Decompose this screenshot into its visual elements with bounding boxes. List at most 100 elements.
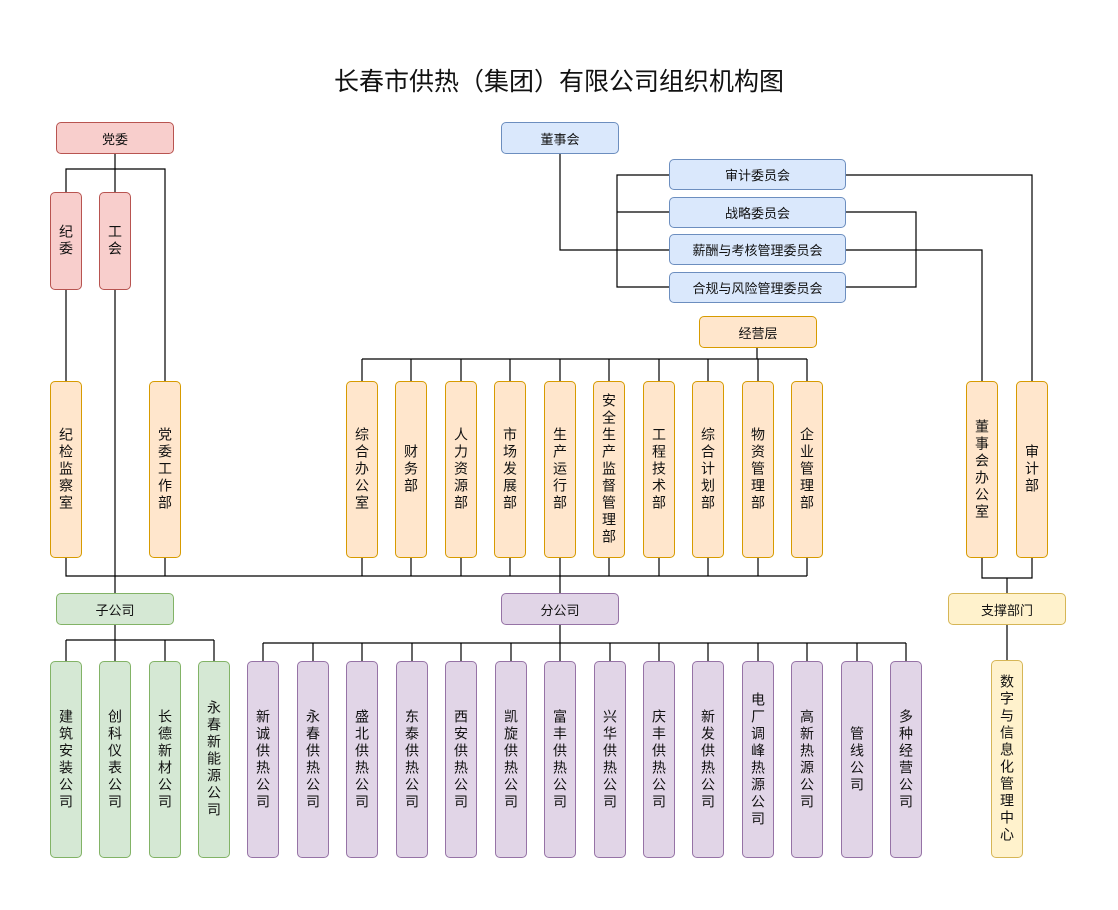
branches-box: 分公司 <box>501 593 619 625</box>
board-department-box: 董事会办公室 <box>966 381 998 558</box>
department-box: 财务部 <box>395 381 427 558</box>
department-box-label: 生产运行部 <box>552 427 568 512</box>
department-box-label: 市场发展部 <box>502 427 518 512</box>
committee-box: 合规与风险管理委员会 <box>669 272 846 303</box>
branch-company-box: 电厂调峰热源公司 <box>742 661 774 858</box>
branch-company-box: 管线公司 <box>841 661 873 858</box>
department-box: 安全生产监督管理部 <box>593 381 625 558</box>
board-department-box-label: 董事会办公室 <box>974 418 990 521</box>
party-committee-box-label: 党委 <box>101 131 128 147</box>
committee-box-label: 薪酬与考核管理委员会 <box>692 243 823 258</box>
party-department-box-label: 党委工作部 <box>157 427 173 512</box>
branch-company-box-label: 高新热源公司 <box>799 708 815 811</box>
branch-company-box-label: 富丰供热公司 <box>552 708 568 811</box>
branch-company-box: 新诚供热公司 <box>247 661 279 858</box>
subsidiary-company-box-label: 长德新材公司 <box>157 708 173 811</box>
subsidiary-company-box-label: 创科仪表公司 <box>107 708 123 811</box>
department-box-label: 工程技术部 <box>651 427 667 512</box>
branch-company-box: 兴华供热公司 <box>594 661 626 858</box>
subsidiary-company-box: 创科仪表公司 <box>99 661 131 858</box>
department-box-label: 财务部 <box>403 444 419 495</box>
management-box: 经营层 <box>699 316 817 348</box>
subsidiary-company-box: 长德新材公司 <box>149 661 181 858</box>
support-unit-box: 数字与信息化管理中心 <box>991 660 1023 858</box>
connector <box>981 558 1033 579</box>
branch-company-box-label: 永春供热公司 <box>305 708 321 811</box>
branch-company-box-label: 管线公司 <box>849 725 865 794</box>
branch-company-box: 西安供热公司 <box>445 661 477 858</box>
subsidiary-company-box-label: 建筑安装公司 <box>58 708 74 811</box>
branch-company-box-label: 凯旋供热公司 <box>503 708 519 811</box>
department-box: 工程技术部 <box>643 381 675 558</box>
party-unit-box: 纪委 <box>50 192 82 290</box>
party-unit-box: 工会 <box>99 192 131 290</box>
party-committee-box: 党委 <box>56 122 174 154</box>
department-box: 综合办公室 <box>346 381 378 558</box>
department-box-label: 综合计划部 <box>700 427 716 512</box>
subsidiaries-box-label: 子公司 <box>95 602 135 618</box>
committee-box-label: 审计委员会 <box>724 168 790 183</box>
department-box-label: 安全生产监督管理部 <box>601 393 617 546</box>
support-box-label: 支撑部门 <box>980 602 1033 618</box>
connector <box>65 168 166 381</box>
board-department-box-label: 审计部 <box>1024 444 1040 495</box>
branches-box-label: 分公司 <box>540 602 580 618</box>
branch-company-box-label: 电厂调峰热源公司 <box>750 691 766 828</box>
chart-title: 长春市供热（集团）有限公司组织机构图 <box>333 68 784 96</box>
branch-company-box: 凯旋供热公司 <box>495 661 527 858</box>
department-box-label: 物资管理部 <box>750 427 766 512</box>
subsidiary-company-box-label: 永春新能源公司 <box>206 700 222 819</box>
party-department-box: 纪检监察室 <box>50 381 82 558</box>
department-box: 物资管理部 <box>742 381 774 558</box>
department-box: 生产运行部 <box>544 381 576 558</box>
branch-company-box-label: 盛北供热公司 <box>354 708 370 811</box>
committee-box: 薪酬与考核管理委员会 <box>669 234 846 265</box>
department-box: 综合计划部 <box>692 381 724 558</box>
connector <box>616 174 669 288</box>
branch-company-box-label: 兴华供热公司 <box>602 708 618 811</box>
branch-company-box: 永春供热公司 <box>297 661 329 858</box>
branch-company-box-label: 西安供热公司 <box>453 708 469 811</box>
management-box-label: 经营层 <box>738 325 778 341</box>
branch-company-box-label: 新发供热公司 <box>700 708 716 811</box>
subsidiary-company-box: 建筑安装公司 <box>50 661 82 858</box>
party-department-box: 党委工作部 <box>149 381 181 558</box>
connector <box>846 249 983 381</box>
branch-company-box-label: 多种经营公司 <box>898 708 914 811</box>
support-unit-box-label: 数字与信息化管理中心 <box>999 674 1015 844</box>
department-box-label: 综合办公室 <box>354 427 370 512</box>
subsidiaries-box: 子公司 <box>56 593 174 625</box>
committee-box-label: 战略委员会 <box>724 206 790 221</box>
department-box: 企业管理部 <box>791 381 823 558</box>
subsidiary-company-box: 永春新能源公司 <box>198 661 230 858</box>
department-box-label: 企业管理部 <box>799 427 815 512</box>
support-box: 支撑部门 <box>948 593 1066 625</box>
branch-company-box: 多种经营公司 <box>890 661 922 858</box>
committee-box: 审计委员会 <box>669 159 846 190</box>
branch-company-box: 高新热源公司 <box>791 661 823 858</box>
branch-company-box: 盛北供热公司 <box>346 661 378 858</box>
committee-box-label: 合规与风险管理委员会 <box>692 281 823 296</box>
branch-company-box-label: 庆丰供热公司 <box>651 708 667 811</box>
connector <box>559 154 669 251</box>
branch-company-box: 富丰供热公司 <box>544 661 576 858</box>
department-box-label: 人力资源部 <box>453 427 469 512</box>
board-box: 董事会 <box>501 122 619 154</box>
branch-company-box-label: 东泰供热公司 <box>404 708 420 811</box>
department-box: 人力资源部 <box>445 381 477 558</box>
party-unit-box-label: 工会 <box>107 224 123 258</box>
branch-company-box: 东泰供热公司 <box>396 661 428 858</box>
connector <box>846 174 1033 381</box>
board-department-box: 审计部 <box>1016 381 1048 558</box>
branch-company-box-label: 新诚供热公司 <box>255 708 271 811</box>
board-box-label: 董事会 <box>540 131 580 147</box>
connector <box>65 558 807 577</box>
party-unit-box-label: 纪委 <box>58 224 74 258</box>
party-department-box-label: 纪检监察室 <box>58 427 74 512</box>
branch-company-box: 新发供热公司 <box>692 661 724 858</box>
branch-company-box: 庆丰供热公司 <box>643 661 675 858</box>
committee-box: 战略委员会 <box>669 197 846 228</box>
department-box: 市场发展部 <box>494 381 526 558</box>
